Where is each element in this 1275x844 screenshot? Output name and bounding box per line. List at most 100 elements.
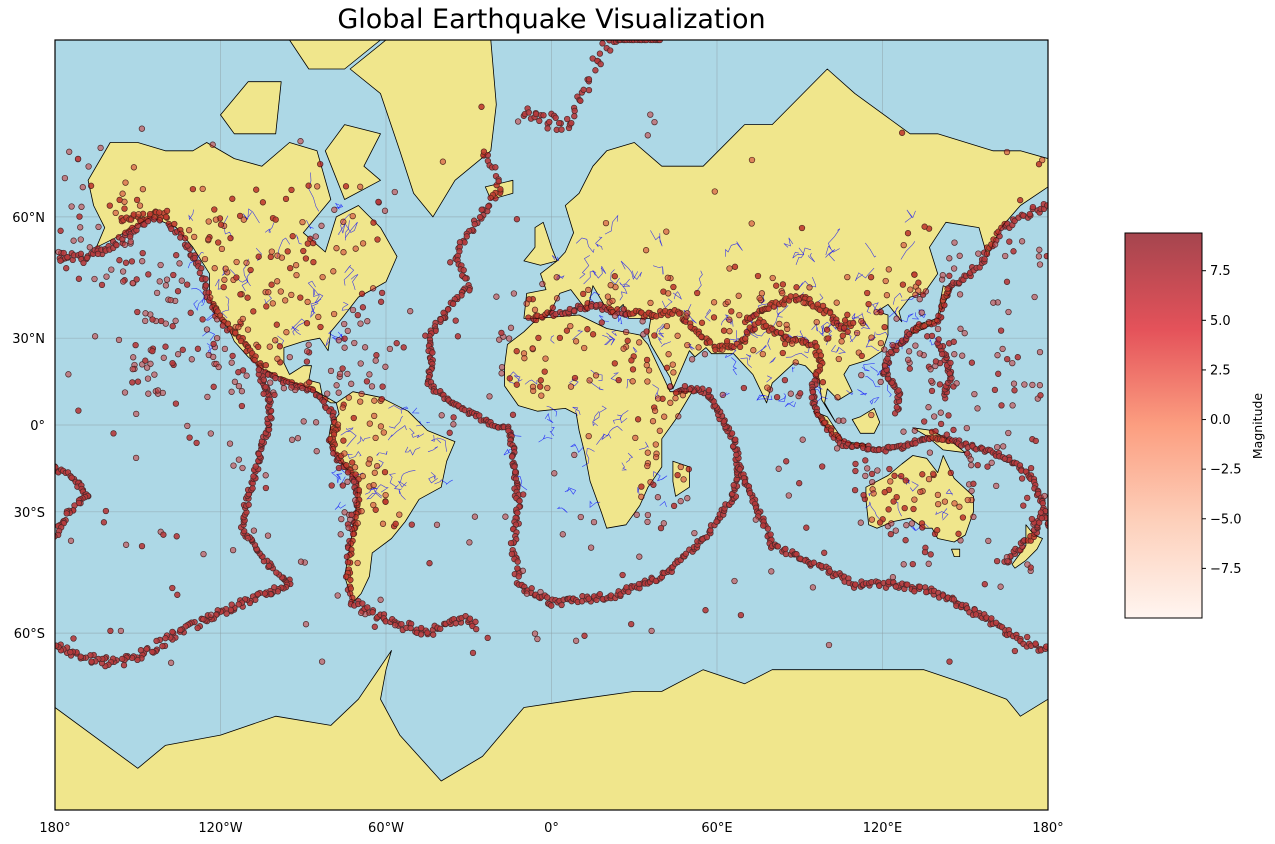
earthquake-point-2267 (710, 314, 718, 321)
landmass-3 (504, 314, 693, 529)
earthquake-point-2172 (779, 281, 787, 288)
river-line-110 (598, 315, 609, 322)
river-line-109 (650, 230, 663, 247)
earthquake-point-2679 (881, 346, 888, 353)
earthquake-point-821 (516, 497, 523, 505)
earthquake-point-2720 (900, 241, 907, 249)
earthquake-point-1106 (705, 387, 713, 394)
earthquake-point-2709 (947, 359, 954, 367)
earthquake-point-2470 (297, 558, 305, 565)
earthquake-point-2790 (365, 460, 372, 467)
earthquake-point-2574 (602, 219, 610, 227)
river-line-226 (784, 401, 796, 408)
earthquake-point-2432 (964, 496, 971, 504)
river-line-63 (399, 470, 416, 483)
earthquake-point-2562 (169, 359, 176, 367)
earthquake-point-1241 (916, 583, 924, 590)
earthquake-point-2391 (806, 284, 813, 291)
earthquake-point-2104 (293, 271, 300, 279)
earthquake-point-2201 (723, 338, 731, 345)
earthquake-point-2409 (97, 144, 104, 152)
earthquake-point-2069 (271, 391, 278, 399)
earthquake-point-2753 (371, 412, 378, 420)
earthquake-point-1302 (1032, 640, 1039, 647)
earthquake-point-2538 (262, 484, 270, 492)
river-line-71 (366, 492, 377, 500)
earthquake-point-2617 (454, 333, 462, 340)
earthquake-point-2628 (726, 265, 733, 272)
earthquake-point-2571 (888, 520, 895, 527)
river-line-204 (846, 390, 854, 396)
earthquake-point-2581 (269, 300, 276, 307)
river-line-138 (725, 241, 743, 257)
earthquake-point-2642 (1021, 381, 1028, 388)
earthquake-point-1923 (305, 341, 312, 348)
earthquake-point-1978 (267, 379, 274, 386)
earthquake-point-70 (162, 213, 170, 221)
landmass-18 (289, 40, 381, 70)
earthquake-point-2131 (670, 283, 677, 291)
earthquake-point-984 (625, 588, 632, 596)
earthquake-point-2005 (130, 354, 137, 361)
earthquake-point-2081 (231, 378, 239, 385)
earthquake-point-2269 (592, 372, 600, 379)
earthquake-point-2125 (710, 299, 718, 306)
earthquake-point-2142 (694, 289, 701, 297)
earthquake-point-2711 (975, 250, 982, 257)
colorbar-tick-label-5: 5.0 (1210, 314, 1231, 329)
earthquake-point-2497 (549, 304, 556, 311)
earthquake-point-2730 (885, 266, 892, 273)
earthquake-point-2674 (915, 279, 922, 286)
earthquake-point-2737 (930, 470, 937, 477)
river-line-188 (887, 384, 892, 398)
earthquake-point-2426 (581, 632, 588, 639)
earthquake-point-1980 (289, 233, 296, 240)
earthquake-point-949 (558, 601, 565, 609)
river-line-51 (388, 405, 409, 414)
earthquake-point-2609 (169, 584, 176, 592)
earthquake-point-2244 (765, 305, 772, 312)
earthquake-point-944 (548, 602, 555, 609)
earthquake-point-2425 (136, 202, 144, 209)
earthquake-point-341 (472, 618, 479, 625)
earthquake-point-2398 (396, 511, 403, 518)
earthquake-point-2802 (377, 423, 385, 430)
earthquake-point-2560 (377, 596, 384, 603)
earthquake-point-2403 (107, 627, 114, 635)
river-line-88 (602, 425, 623, 437)
earthquake-point-2555 (70, 237, 77, 244)
earthquake-point-2122 (282, 195, 290, 203)
earthquake-point-2110 (184, 242, 191, 249)
earthquake-point-2262 (906, 365, 913, 372)
earthquake-point-2686 (984, 463, 991, 470)
earthquake-point-2266 (643, 356, 651, 364)
earthquake-point-2164 (781, 376, 789, 384)
earthquake-point-2460 (795, 296, 802, 303)
earthquake-point-2041 (284, 248, 291, 255)
earthquake-point-2684 (911, 496, 918, 503)
earthquake-point-679 (460, 266, 467, 274)
earthquake-point-2437 (502, 513, 509, 520)
earthquake-point-2541 (645, 367, 653, 374)
river-line-69 (365, 488, 377, 495)
earthquake-point-2492 (65, 371, 72, 378)
river-line-231 (945, 488, 953, 496)
earthquake-point-2741 (900, 428, 907, 435)
earthquake-point-2258 (571, 374, 579, 382)
river-line-167 (892, 292, 903, 305)
earthquake-point-2175 (736, 311, 743, 319)
earthquake-point-2277 (922, 288, 930, 295)
earthquake-point-2771 (366, 420, 373, 427)
earthquake-point-2746 (1036, 261, 1044, 268)
river-line-210 (731, 357, 738, 376)
earthquake-point-895 (568, 119, 575, 127)
earthquake-point-2009 (185, 227, 193, 234)
earthquake-point-2488 (439, 158, 447, 165)
earthquake-point-2550 (250, 527, 258, 534)
earthquake-point-2043 (236, 212, 244, 220)
earthquake-point-2112 (310, 258, 317, 266)
earthquake-point-897 (571, 113, 578, 120)
earthquake-point-2290 (567, 322, 574, 330)
earthquake-point-539 (228, 601, 235, 608)
earthquake-point-2583 (312, 419, 320, 426)
